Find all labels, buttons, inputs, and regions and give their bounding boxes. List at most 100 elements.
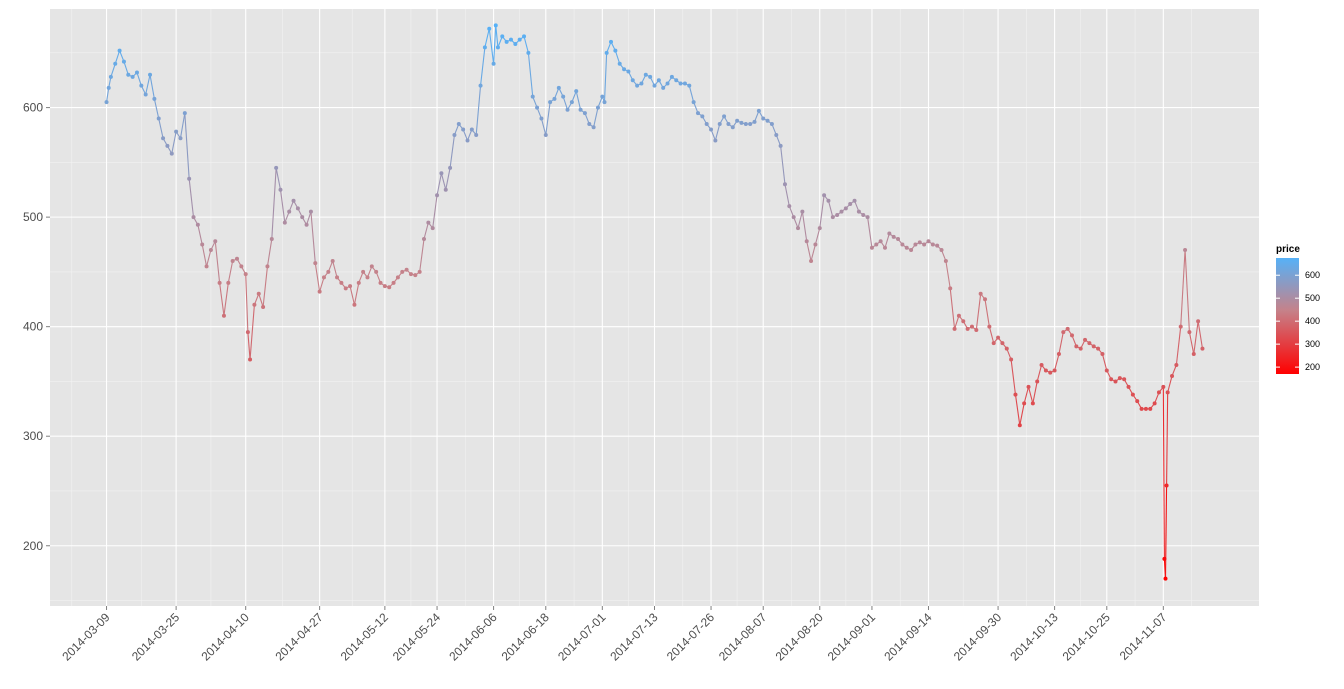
series-segment	[1036, 364, 1043, 382]
data-point	[1109, 377, 1114, 382]
data-point	[430, 226, 435, 231]
data-point	[439, 171, 444, 176]
series-segment	[545, 102, 551, 136]
series-segment	[475, 85, 482, 136]
data-point	[1104, 368, 1109, 373]
series-segment	[1166, 392, 1169, 486]
data-point	[909, 247, 914, 252]
data-point	[896, 237, 901, 242]
data-point	[987, 324, 992, 329]
data-point	[182, 111, 187, 116]
data-point	[900, 242, 905, 247]
data-point	[343, 286, 348, 291]
data-point	[134, 70, 139, 75]
data-point	[1056, 352, 1061, 357]
data-point	[1026, 384, 1031, 389]
series-segment	[562, 96, 569, 110]
data-point	[648, 74, 653, 79]
series-segment	[158, 118, 164, 139]
series-segment	[258, 293, 264, 308]
data-point	[587, 122, 592, 127]
x-tick-label: 2014-07-26	[664, 610, 718, 664]
data-point	[1126, 384, 1131, 389]
data-point	[526, 50, 531, 55]
data-point	[856, 209, 861, 214]
legend-title: price	[1276, 244, 1300, 255]
data-point	[245, 330, 250, 335]
series-segment	[814, 227, 821, 245]
data-point	[387, 285, 392, 290]
series-segment	[1197, 321, 1204, 349]
series-segment	[206, 249, 212, 267]
x-tick-label: 2014-04-27	[272, 610, 326, 664]
data-point	[1087, 341, 1092, 346]
data-point	[426, 220, 431, 225]
data-point	[321, 275, 326, 280]
data-point	[491, 61, 496, 66]
y-tick-label: 300	[23, 429, 43, 443]
data-point	[774, 132, 779, 137]
data-point	[1163, 576, 1168, 581]
data-point	[330, 258, 335, 263]
series-segment	[1162, 386, 1165, 559]
data-point	[1035, 379, 1040, 384]
data-point	[265, 264, 270, 269]
legend-label: 200	[1305, 362, 1320, 372]
series-segment	[1019, 403, 1025, 426]
series-segment	[1193, 321, 1199, 355]
x-tick-label: 2014-04-10	[199, 610, 253, 664]
data-point	[552, 96, 557, 101]
legend-label: 500	[1305, 293, 1320, 303]
series-segment	[954, 315, 960, 330]
data-point	[609, 39, 614, 44]
x-tick-label: 2014-08-20	[773, 610, 827, 664]
series-segment	[884, 233, 890, 248]
data-point	[1009, 357, 1014, 362]
data-point	[913, 242, 918, 247]
series-segment	[867, 217, 873, 248]
data-point	[709, 127, 714, 132]
series-segment	[806, 241, 812, 262]
legend-label: 400	[1305, 316, 1320, 326]
series-segment	[1023, 386, 1030, 404]
data-point	[291, 198, 296, 203]
data-point	[978, 291, 983, 296]
data-point	[878, 239, 883, 244]
x-tick-label: 2014-10-13	[1007, 610, 1061, 664]
series-segment	[1058, 332, 1064, 355]
data-point	[704, 122, 709, 127]
data-point	[565, 107, 570, 112]
series-segment	[527, 52, 534, 97]
series-segment	[1167, 375, 1173, 393]
x-tick-label: 2014-07-13	[607, 610, 661, 664]
data-point	[195, 222, 200, 227]
data-point	[200, 242, 205, 247]
x-tick-label: 2014-07-01	[555, 610, 609, 664]
series-segment	[1014, 394, 1021, 426]
data-point	[796, 226, 801, 231]
series-segment	[188, 178, 195, 218]
data-point	[865, 215, 870, 220]
data-point	[348, 284, 353, 289]
y-tick-label: 200	[23, 539, 43, 553]
data-point	[656, 78, 661, 83]
data-point	[600, 94, 605, 99]
data-point	[295, 206, 300, 211]
series-segment	[495, 25, 499, 48]
data-point	[108, 74, 113, 79]
series-segment	[440, 173, 447, 190]
series-segment	[279, 189, 286, 223]
data-point	[1148, 406, 1153, 411]
data-point	[274, 165, 279, 170]
data-point	[882, 245, 887, 250]
data-point	[452, 132, 457, 137]
data-point	[517, 37, 522, 42]
legend-label: 600	[1305, 270, 1320, 280]
data-point	[1061, 330, 1066, 335]
data-point	[965, 326, 970, 331]
grid-minor	[50, 9, 1259, 606]
x-tick-label: 2014-08-07	[716, 610, 770, 664]
data-point	[539, 116, 544, 121]
series-segment	[1054, 353, 1060, 371]
